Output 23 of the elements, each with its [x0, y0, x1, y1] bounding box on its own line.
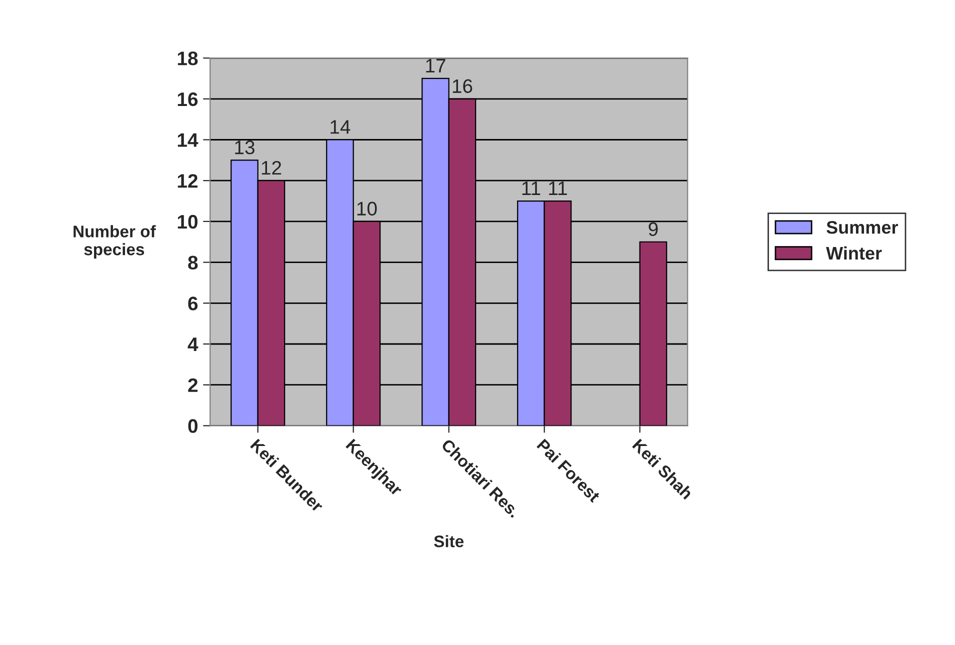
data-label: 10	[357, 202, 377, 216]
y-tick-label: 14	[178, 133, 198, 147]
y-tick-label: 6	[188, 296, 198, 310]
data-label: 16	[452, 79, 472, 94]
y-tick-label: 0	[188, 419, 198, 433]
data-label: 9	[648, 222, 658, 236]
legend-label: Winter	[826, 246, 882, 260]
y-tick-label: 12	[178, 174, 198, 188]
data-label: 13	[235, 140, 254, 154]
data-label: 11	[549, 182, 567, 195]
y-tick-label: 18	[178, 52, 198, 66]
y-axis-title: Number of species	[74, 225, 156, 259]
y-tick-label: 10	[178, 214, 198, 229]
y-tick-label: 8	[188, 256, 198, 270]
y-tick-label: 2	[188, 378, 198, 392]
data-label: 11	[522, 182, 540, 195]
y-tick-label: 16	[178, 92, 198, 106]
data-label: 17	[426, 59, 446, 72]
legend-label: Summer	[826, 221, 898, 234]
y-tick-label: 4	[188, 338, 198, 352]
data-label: 14	[330, 120, 350, 134]
x-axis-title: Site	[434, 535, 464, 548]
data-label: 12	[262, 160, 282, 175]
